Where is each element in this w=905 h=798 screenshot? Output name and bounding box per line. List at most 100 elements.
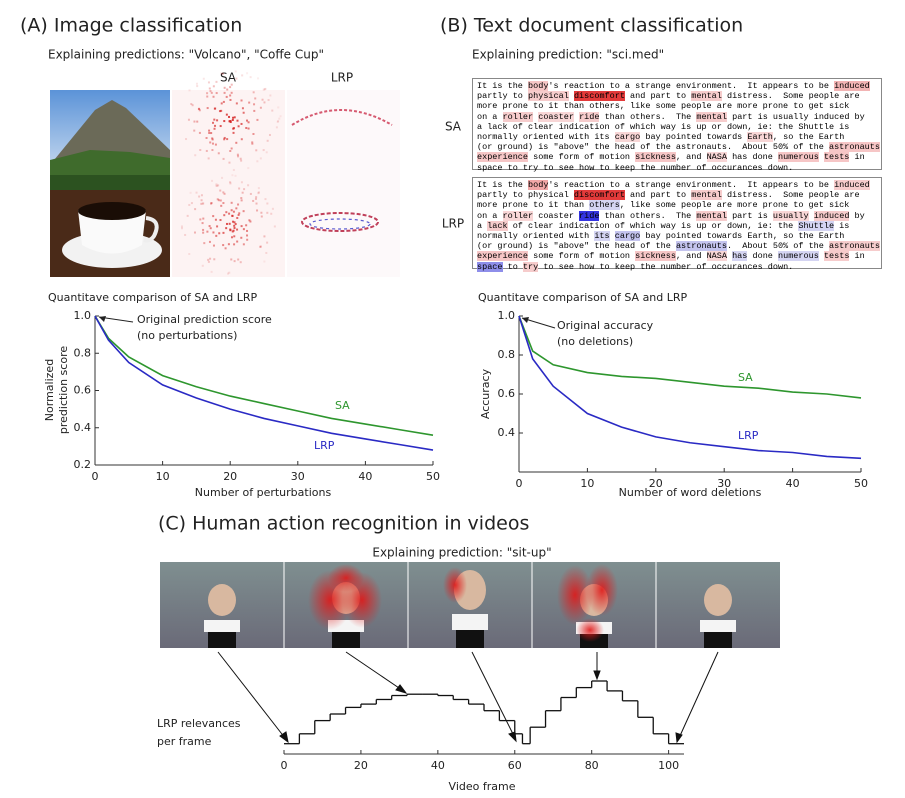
- heat-speck: [188, 89, 191, 92]
- text-segment: (or ground) is "above" the head of the a…: [477, 142, 829, 153]
- text-segment: some form of motion: [528, 251, 636, 262]
- heat-speck: [232, 210, 235, 213]
- heat-speck: [222, 202, 225, 205]
- heat-speck: [241, 74, 244, 77]
- annotation: Original accuracy: [557, 319, 654, 332]
- heat-speck: [217, 152, 220, 155]
- series-line: [518, 315, 862, 460]
- heat-speck: [207, 258, 210, 261]
- text-segment: , so the Earth: [772, 131, 845, 142]
- heat-speck: [278, 117, 281, 120]
- highlighted-word: cargo: [614, 131, 641, 142]
- heat-speck: [246, 238, 249, 241]
- heat-speck: [256, 118, 259, 121]
- text-line: normally oriented with its cargo bay poi…: [477, 230, 877, 241]
- text-segment: than others. The: [599, 111, 697, 122]
- heat-speck: [202, 228, 205, 231]
- heat-speck: [214, 124, 217, 127]
- heat-speck: [237, 155, 240, 158]
- highlighted-word: coaster: [538, 111, 574, 122]
- highlighted-word: try: [522, 261, 539, 272]
- text-segment: a: [477, 220, 488, 231]
- highlighted-word: space: [477, 261, 503, 272]
- series-line: [94, 315, 434, 436]
- heat-speck: [247, 127, 250, 130]
- text-segment: on a: [477, 210, 503, 221]
- highlighted-word: numerous: [777, 152, 819, 163]
- annotation: (no perturbations): [137, 329, 237, 342]
- heat-speck: [251, 141, 254, 144]
- text-line: It is the body's reaction to a strange e…: [477, 180, 877, 190]
- heat-speck: [257, 191, 260, 194]
- heat-speck: [219, 125, 222, 128]
- heat-speck: [246, 119, 249, 122]
- highlighted-word: cargo: [614, 230, 641, 241]
- heat-speck: [220, 204, 223, 207]
- x-tick-label: 40: [786, 477, 800, 490]
- heat-speck: [211, 179, 214, 182]
- heat-speck: [230, 236, 233, 239]
- heat-speck: [269, 94, 272, 97]
- text-segment: It is the: [477, 81, 529, 91]
- heat-speck: [254, 97, 257, 100]
- heat-speck: [193, 120, 196, 123]
- heat-speck: [209, 257, 212, 260]
- heat-speck: [277, 120, 280, 123]
- heat-speck: [238, 187, 241, 190]
- heat-speck: [266, 211, 269, 214]
- x-tick-label: 0: [281, 759, 288, 772]
- heat-speck: [222, 100, 225, 103]
- heat-speck: [237, 258, 240, 261]
- highlighted-word: roller: [502, 210, 534, 221]
- heat-speck: [212, 121, 215, 124]
- text-line: (or ground) is "above" the head of the a…: [477, 241, 880, 252]
- highlighted-word: usually: [772, 210, 809, 221]
- heat-speck: [254, 197, 257, 200]
- heat-speck: [213, 127, 216, 130]
- heat-speck: [227, 272, 230, 275]
- heat-speck: [246, 234, 249, 237]
- heat-speck: [220, 102, 223, 105]
- heat-speck: [216, 225, 219, 228]
- y-tick-label: 0.2: [74, 458, 92, 471]
- heat-speck: [253, 109, 256, 112]
- heat-speck: [229, 120, 232, 123]
- text-segment: is: [834, 220, 850, 231]
- text-segment: 's reaction to a strange environment. It…: [548, 180, 835, 190]
- heat-speck: [234, 174, 237, 177]
- heat-speck: [228, 115, 231, 118]
- heat-speck: [273, 225, 276, 228]
- heat-speck: [188, 203, 191, 206]
- text-line: experience some form of motion sickness,…: [477, 152, 877, 163]
- heat-speck: [249, 220, 252, 223]
- heat-speck: [215, 234, 218, 237]
- text-document: It is the body's reaction to a strange e…: [472, 177, 882, 272]
- heat-speck: [259, 245, 262, 248]
- heat-speck: [235, 141, 238, 144]
- y-axis-label: per frame: [157, 735, 212, 748]
- highlighted-word: induced: [834, 180, 870, 190]
- x-tick-label: 20: [354, 759, 368, 772]
- y-tick-label: 0.8: [498, 348, 516, 361]
- heat-speck: [277, 106, 280, 109]
- heat-speck: [202, 202, 205, 205]
- highlighted-word: experience: [477, 152, 529, 163]
- text-segment: and part to: [624, 91, 692, 102]
- x-tick-label: 20: [223, 470, 237, 483]
- text-segment: normally oriented with: [477, 230, 595, 241]
- heat-speck: [247, 184, 250, 187]
- heat-speck: [235, 77, 238, 80]
- heat-speck: [188, 252, 191, 255]
- heat-speck: [229, 86, 232, 89]
- heat-speck: [262, 149, 265, 152]
- heat-speck: [223, 120, 226, 123]
- x-tick-label: 50: [854, 477, 868, 490]
- text-segment: in: [849, 152, 865, 163]
- highlighted-word: ride: [579, 111, 600, 122]
- heat-speck: [206, 107, 209, 110]
- heat-speck: [236, 228, 239, 231]
- annotation: Original prediction score: [137, 313, 272, 326]
- heat-speck: [202, 77, 205, 80]
- text-segment: bay pointed towards: [640, 131, 748, 142]
- highlighted-word: roller: [502, 111, 534, 122]
